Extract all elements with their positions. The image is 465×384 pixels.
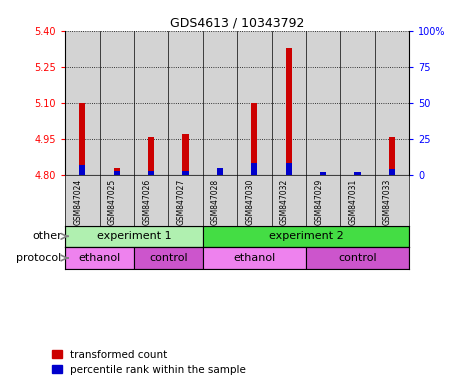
Bar	[389, 169, 395, 175]
Text: GSM847029: GSM847029	[314, 179, 323, 225]
Bar	[389, 137, 395, 175]
Bar	[340, 175, 375, 225]
Bar	[134, 31, 168, 175]
Bar	[237, 31, 272, 175]
Bar	[354, 172, 361, 175]
Bar	[182, 170, 189, 175]
Bar	[168, 175, 203, 225]
Text: ethanol: ethanol	[233, 253, 275, 263]
Legend: transformed count, percentile rank within the sample: transformed count, percentile rank withi…	[52, 350, 246, 375]
Bar	[286, 48, 292, 175]
Bar	[354, 172, 361, 175]
Text: GSM847028: GSM847028	[211, 179, 220, 225]
Bar	[148, 170, 154, 175]
Bar	[134, 175, 168, 225]
Text: GSM847024: GSM847024	[73, 179, 82, 225]
Bar	[168, 31, 203, 175]
Bar	[65, 31, 100, 175]
Text: GSM847031: GSM847031	[349, 179, 358, 225]
Bar	[65, 225, 203, 247]
Bar	[217, 170, 223, 175]
Bar	[79, 103, 86, 175]
Bar	[375, 31, 409, 175]
Text: control: control	[149, 253, 188, 263]
Bar	[306, 175, 340, 225]
Text: other: other	[32, 231, 62, 241]
Bar	[203, 175, 237, 225]
Text: GSM847030: GSM847030	[246, 179, 254, 225]
Text: GSM847033: GSM847033	[383, 179, 392, 225]
Bar	[134, 247, 203, 269]
Bar	[375, 175, 409, 225]
Bar	[203, 247, 306, 269]
Bar	[203, 31, 237, 175]
Bar	[182, 134, 189, 175]
Bar	[237, 175, 272, 225]
Text: ethanol: ethanol	[79, 253, 120, 263]
Text: protocol: protocol	[16, 253, 62, 263]
Bar	[306, 31, 340, 175]
Text: experiment 2: experiment 2	[269, 231, 343, 241]
Title: GDS4613 / 10343792: GDS4613 / 10343792	[170, 17, 304, 30]
Bar	[272, 31, 306, 175]
Bar	[79, 165, 86, 175]
Bar	[251, 103, 258, 175]
Bar	[217, 168, 223, 175]
Text: GSM847026: GSM847026	[142, 179, 151, 225]
Bar	[340, 31, 375, 175]
Bar	[320, 172, 326, 175]
Bar	[320, 172, 326, 175]
Text: GSM847025: GSM847025	[108, 179, 117, 225]
Text: control: control	[338, 253, 377, 263]
Bar	[65, 175, 100, 225]
Text: experiment 1: experiment 1	[97, 231, 171, 241]
Text: GSM847032: GSM847032	[280, 179, 289, 225]
Bar	[148, 137, 154, 175]
Bar	[306, 247, 409, 269]
Bar	[113, 168, 120, 175]
Bar	[203, 225, 409, 247]
Bar	[100, 175, 134, 225]
Bar	[65, 247, 134, 269]
Bar	[113, 170, 120, 175]
Bar	[272, 175, 306, 225]
Text: GSM847027: GSM847027	[177, 179, 186, 225]
Bar	[251, 164, 258, 175]
Bar	[286, 164, 292, 175]
Bar	[100, 31, 134, 175]
